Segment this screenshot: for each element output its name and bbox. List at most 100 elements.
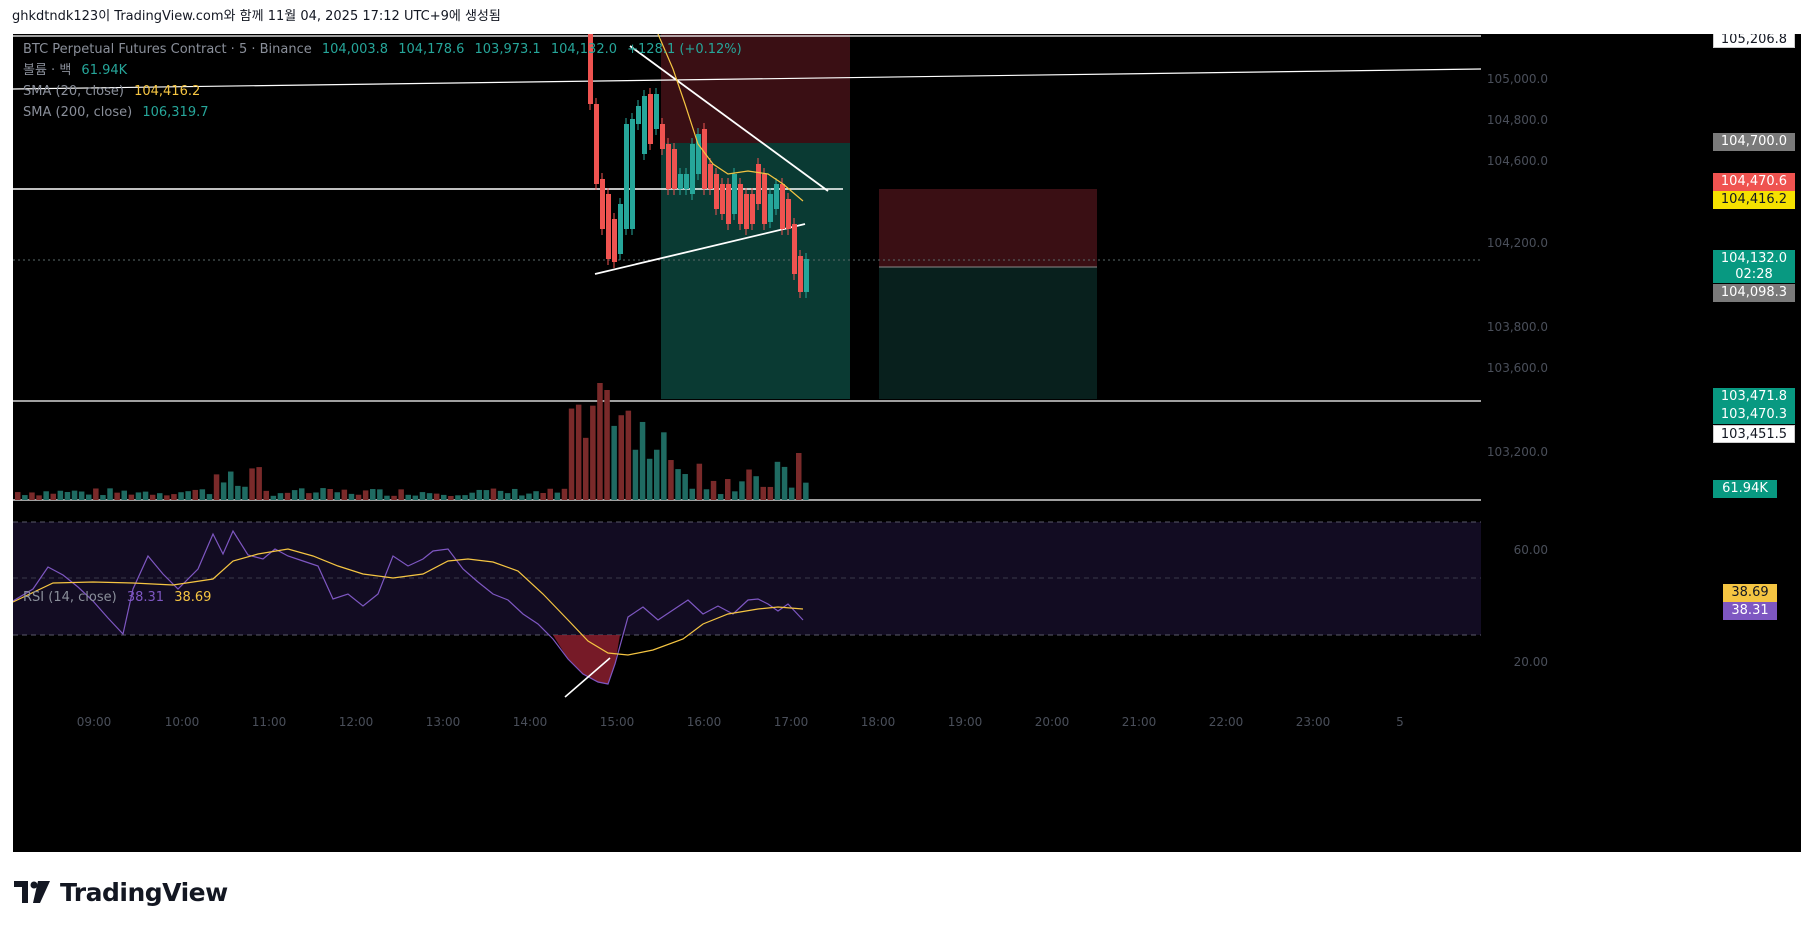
- rsi-ma-line: [13, 548, 804, 656]
- triangle-upper-line: [629, 45, 829, 192]
- candle-body: [684, 174, 689, 189]
- legend-sma20-row[interactable]: SMA (20, close) 104,416.2: [23, 81, 742, 102]
- price-label-volume: 61.94K: [1713, 480, 1777, 498]
- volume-bar: [732, 491, 738, 500]
- volume-bar: [36, 495, 42, 500]
- volume-bar: [199, 489, 206, 500]
- price-tick: 104,200.0: [1487, 236, 1548, 250]
- candle-body: [660, 124, 665, 149]
- chart-canvas[interactable]: 105,000.0 104,800.0 104,600.0 104,200.0 …: [13, 34, 1801, 852]
- legend-sma20-label: SMA (20, close): [23, 84, 124, 99]
- legend-symbol[interactable]: BTC Perpetual Futures Contract · 5 · Bin…: [23, 42, 312, 57]
- time-tick: 18:00: [861, 715, 896, 729]
- triangle-lower-line: [594, 223, 806, 275]
- time-tick: 20:00: [1035, 715, 1070, 729]
- legend-sma200-value: 106,319.7: [142, 105, 209, 120]
- volume-bar: [639, 421, 646, 500]
- price-label-top: 105,206.8: [1713, 34, 1795, 48]
- volume-bar: [753, 476, 759, 500]
- volume-bar: [668, 460, 674, 500]
- time-tick: 12:00: [339, 715, 374, 729]
- volume-bar: [157, 493, 163, 500]
- volume-bar: [142, 491, 149, 500]
- volume-bar: [575, 404, 582, 500]
- volume-bar: [781, 466, 788, 500]
- volume-bar: [405, 494, 411, 500]
- volume-bar: [590, 405, 596, 500]
- candle-body: [708, 164, 713, 189]
- volume-bar: [50, 493, 56, 500]
- volume-bar: [377, 489, 383, 500]
- volume-bar: [767, 486, 774, 500]
- legend-volume-row[interactable]: 볼륨 · 백 61.94K: [23, 60, 742, 81]
- legend-volume-label: 볼륨 · 백: [23, 63, 72, 78]
- price-tick: 104,800.0: [1487, 113, 1548, 127]
- volume-bar: [583, 437, 589, 500]
- time-tick: 14:00: [513, 715, 548, 729]
- chart-legend: BTC Perpetual Futures Contract · 5 · Bin…: [23, 39, 742, 123]
- rsi-legend-value: 38.31: [126, 590, 165, 605]
- price-axis: 105,000.0 104,800.0 104,600.0 104,200.0 …: [1487, 72, 1548, 669]
- rsi-divergence-line: [564, 657, 611, 698]
- volume-bar: [533, 491, 539, 500]
- volume-bar: [121, 490, 127, 500]
- volume-bar: [426, 493, 433, 500]
- volume-bar: [774, 461, 781, 500]
- candle-body: [744, 194, 749, 229]
- legend-sma200-row[interactable]: SMA (200, close) 106,319.7: [23, 102, 742, 123]
- volume-bar: [391, 495, 397, 500]
- candle-body: [636, 106, 641, 124]
- volume-bar: [561, 488, 568, 500]
- legend-sma20-value: 104,416.2: [134, 84, 201, 99]
- volume-bar: [206, 494, 213, 500]
- volume-bar: [540, 492, 546, 500]
- volume-bar: [71, 490, 78, 500]
- volume-bar: [398, 489, 404, 500]
- volume-bar: [646, 458, 653, 500]
- tradingview-logo-icon: [14, 881, 50, 903]
- time-tick: 23:00: [1296, 715, 1331, 729]
- candles: [588, 34, 809, 298]
- candle-body: [654, 94, 659, 129]
- volume-bar: [625, 410, 632, 500]
- volume-bar: [334, 492, 340, 500]
- volume-bar: [178, 492, 184, 500]
- volume-bar: [228, 471, 234, 500]
- legend-volume-value: 61.94K: [81, 63, 128, 78]
- volume-bar: [455, 495, 461, 500]
- footer-brand[interactable]: TradingView: [14, 872, 228, 912]
- volume-bar: [263, 490, 269, 500]
- volume-bar: [256, 467, 262, 500]
- volume-bar: [717, 494, 724, 500]
- candle-body: [678, 174, 683, 189]
- rsi-oversold-fill: [553, 635, 620, 684]
- volume-bar: [504, 493, 511, 500]
- volume-bar: [220, 482, 227, 500]
- candle-body: [642, 96, 647, 154]
- volume-bar: [497, 490, 504, 500]
- price-label-countdown: 02:28: [1735, 267, 1773, 282]
- header-caption: ghkdtndk123이 TradingView.com와 함께 11월 04,…: [12, 9, 501, 24]
- volume-bar: [86, 494, 92, 500]
- volume-bar: [746, 469, 752, 500]
- candle-body: [600, 179, 605, 229]
- volume-bar: [512, 488, 518, 500]
- volume-bar: [185, 491, 191, 500]
- volume-bar: [22, 495, 28, 500]
- volume-bar: [788, 487, 795, 500]
- price-tick: 103,200.0: [1487, 445, 1548, 459]
- candle-body: [726, 184, 731, 224]
- volume-bar: [412, 495, 419, 500]
- sma20-line: [657, 34, 804, 202]
- rsi-legend[interactable]: RSI (14, close) 38.31 38.69: [23, 590, 211, 605]
- volume-bar: [696, 463, 703, 500]
- volume-bar: [128, 494, 135, 500]
- position1-loss-zone: [661, 34, 850, 143]
- legend-sma200-label: SMA (200, close): [23, 105, 133, 120]
- volume-bar: [320, 488, 326, 500]
- volume-bar: [469, 492, 475, 500]
- volume-bar: [149, 494, 156, 500]
- volume-bar: [661, 432, 667, 500]
- volume-bar: [554, 492, 561, 500]
- candle-body: [792, 224, 797, 274]
